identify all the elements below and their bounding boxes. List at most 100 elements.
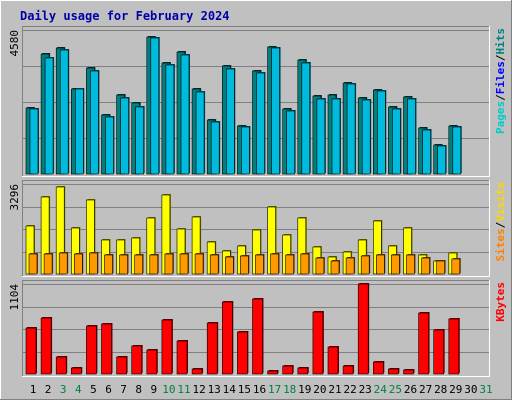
bar	[146, 349, 158, 375]
bar	[104, 254, 113, 275]
chart-panels: 4580Pages/Files/Hits3296Sites/Visits1104…	[8, 26, 507, 377]
bar	[375, 254, 385, 275]
legend-separator: /	[494, 94, 507, 101]
x-tick-label: 27	[419, 383, 432, 396]
bar	[448, 318, 460, 375]
bar	[330, 260, 340, 275]
bar	[285, 254, 295, 275]
x-tick-label: 28	[434, 383, 447, 396]
bar	[252, 298, 263, 375]
panel-kbytes: 1104 KBytes	[8, 280, 507, 377]
x-tick-label: 23	[359, 383, 372, 396]
bar	[256, 72, 265, 175]
bar	[161, 319, 173, 375]
bar	[301, 62, 311, 175]
bar	[240, 255, 249, 275]
x-tick-label: 2	[45, 383, 52, 396]
legend: Pages/Files/Hits	[494, 28, 507, 134]
x-tick-label: 14	[223, 383, 237, 396]
x-tick-label: 4	[75, 383, 82, 396]
x-tick-label: 1	[30, 383, 37, 396]
bar	[134, 254, 143, 275]
bar	[376, 90, 386, 175]
y-axis-max-label: 3296	[8, 184, 21, 211]
bar	[361, 99, 371, 175]
bar	[101, 323, 112, 375]
bar	[342, 365, 354, 375]
bar	[164, 253, 174, 275]
x-tick-label: 15	[238, 383, 251, 396]
x-tick-label: 13	[208, 383, 221, 396]
bar	[433, 329, 445, 375]
bar	[105, 116, 114, 175]
bar	[43, 253, 53, 275]
x-tick-label: 12	[192, 383, 205, 396]
bar	[74, 253, 83, 275]
bar	[315, 257, 325, 275]
bar	[44, 57, 54, 175]
panel-visits-sites: 3296 Sites/Visits	[8, 180, 507, 277]
bar	[71, 367, 82, 375]
bar	[331, 98, 341, 175]
bar	[297, 367, 309, 375]
bar	[120, 97, 129, 175]
x-tick-label: 19	[298, 383, 311, 396]
bar	[418, 312, 429, 375]
chart-title: Daily usage for February 2024	[20, 9, 230, 23]
x-tick-label: 25	[389, 383, 402, 396]
bar	[316, 98, 326, 175]
bar	[119, 254, 128, 275]
bar	[176, 340, 188, 375]
bar	[206, 322, 218, 375]
bar	[180, 54, 190, 175]
bar	[86, 325, 97, 375]
bar	[346, 83, 356, 175]
bar	[422, 129, 431, 175]
y-axis-max-label: 4580	[8, 30, 21, 57]
x-tick-label: 30	[464, 383, 477, 396]
bar	[209, 254, 219, 275]
bar	[149, 254, 159, 275]
bar	[131, 345, 142, 375]
x-tick-label: 17	[268, 383, 281, 396]
bar	[237, 331, 248, 375]
bar	[255, 254, 264, 275]
bar	[436, 260, 446, 275]
bar	[300, 253, 310, 275]
bar	[150, 37, 160, 175]
bar	[58, 252, 68, 275]
bar	[357, 283, 369, 375]
bar	[59, 49, 69, 175]
legend-item: Visits	[494, 182, 507, 222]
x-tick-label: 11	[177, 383, 190, 396]
legend-item: Files	[494, 61, 507, 94]
series-files	[29, 37, 462, 175]
bar	[270, 253, 279, 275]
series-kbytes	[25, 283, 460, 375]
bar	[451, 258, 461, 275]
x-tick-label: 18	[283, 383, 296, 396]
x-tick-label: 20	[313, 383, 326, 396]
bar	[327, 346, 339, 375]
bar	[388, 368, 399, 375]
legend-item: KBytes	[494, 282, 507, 322]
legend-item: Pages	[494, 101, 507, 134]
bar	[226, 68, 235, 175]
bar	[421, 257, 430, 275]
bar	[25, 327, 37, 375]
bar	[165, 64, 175, 175]
x-tick-label: 21	[328, 383, 341, 396]
x-tick-label: 7	[120, 383, 127, 396]
legend-item: Hits	[494, 28, 507, 55]
legend-item: Sites	[494, 228, 507, 261]
bar	[89, 252, 98, 275]
bar	[29, 108, 39, 175]
bar	[75, 88, 84, 175]
bar	[406, 254, 415, 275]
bar	[312, 311, 324, 375]
x-tick-label: 5	[90, 383, 97, 396]
y-axis-max-label: 1104	[8, 284, 21, 311]
x-tick-label: 22	[343, 383, 356, 396]
